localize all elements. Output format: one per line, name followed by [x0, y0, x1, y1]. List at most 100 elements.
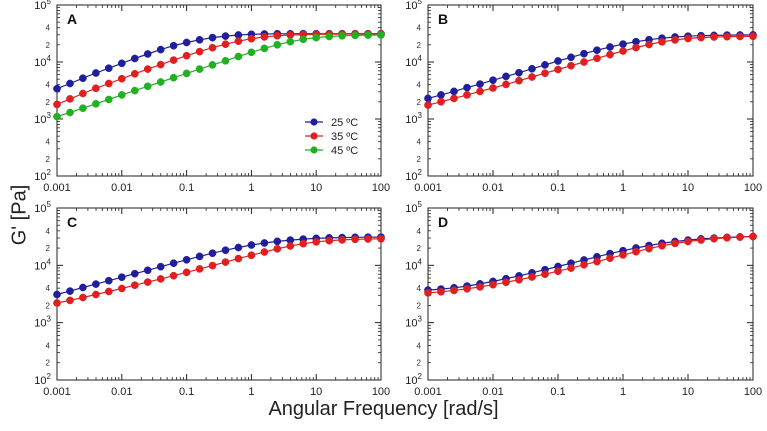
panel-a-series-2-point: [195, 65, 204, 73]
panel-c-series-0-point: [104, 276, 113, 285]
panel-c-series-0-point: [130, 269, 139, 278]
panel-b-series-1-point: [554, 65, 562, 74]
panel-a-legend-label: 45 ºC: [331, 145, 358, 157]
panel-a-series-0-point: [156, 45, 165, 54]
panel-b-series-1-point: [658, 38, 666, 46]
panel-c-series-0-point: [260, 239, 269, 247]
panel-a-y-tick-label: 103: [34, 111, 51, 126]
y-axis-label: G' [Pa]: [8, 184, 31, 246]
panel-c-series-0-point: [169, 259, 178, 268]
panel-c-series-1-point: [377, 234, 385, 243]
panel-b-x-tick-label: 100: [744, 182, 762, 194]
panel-d-series-1-point: [658, 241, 666, 250]
panel-c-series-0-point: [234, 243, 243, 252]
panel-a-legend-label: 25 ºC: [331, 117, 358, 129]
panel-d-series-1-point: [580, 260, 588, 269]
panel-a-y-tick-label: 102: [34, 168, 51, 183]
panel-b-series-0-point: [554, 57, 562, 65]
panel-a-series-2-point: [104, 95, 113, 104]
panel-a-series-1-point: [92, 84, 100, 93]
panel-d-x-tick-label: 10: [682, 386, 694, 398]
panel-c-series-1-point: [104, 287, 113, 296]
panel-a-series-2-point: [299, 35, 308, 44]
panel-c-series-1-point: [66, 296, 74, 305]
panel-d-series-1-point: [723, 233, 731, 242]
panel-d-series-1-point: [632, 247, 640, 256]
panel-c-series-1-point: [143, 278, 152, 286]
panel-d-series-1-point: [671, 239, 679, 248]
panel-c-y-minor-label: 4: [46, 284, 51, 293]
panel-b-series-1-point: [463, 91, 471, 99]
panel-a-legend-marker: [310, 146, 318, 154]
panel-a-x-tick-label: 0.1: [179, 182, 194, 194]
panel-a-series-0-point: [143, 50, 152, 58]
panel-b-series-1-point: [645, 40, 653, 49]
panel-c-series-0-point: [195, 252, 204, 261]
panel-b-series-0-line: [427, 34, 754, 99]
panel-a-y-tick-label: 104: [34, 54, 51, 69]
panel-b-series-0-point: [463, 83, 471, 92]
panel-a-series-1-point: [104, 79, 113, 88]
panel-b-series-0-point: [424, 94, 432, 103]
panel-a-series-2-point: [377, 31, 385, 39]
panel-c-y-tick-label: 104: [34, 257, 51, 272]
panel-a-series-1-point: [234, 37, 243, 46]
panel-d-series-1-point: [606, 254, 614, 263]
panel-a-series-0-point: [66, 79, 74, 88]
panel-d-series-1-point: [502, 278, 510, 287]
panel-d-y-tick-label: 102: [405, 372, 422, 387]
panel-d-y-minor-label: 4: [417, 227, 422, 236]
panel-d-series-1-point: [593, 257, 601, 266]
panel-b-x-tick-label: 0.1: [550, 182, 565, 194]
panel-a-series-1-point: [221, 40, 230, 49]
panel-c-y-minor-label: 4: [46, 227, 51, 236]
panel-d-series-1-point: [645, 244, 653, 253]
panel-d-x-tick-label: 0.001: [414, 386, 442, 398]
panel-b-series-0-point: [476, 80, 484, 88]
panel-c-series-1-point: [169, 271, 178, 280]
panel-b-y-minor-label: 4: [417, 24, 422, 33]
panel-a-y-minor-label: 4: [46, 24, 51, 33]
panel-c-frame: [56, 207, 382, 381]
panel-c-x-tick-label: 100: [372, 386, 390, 398]
panel-c-series-1-point: [299, 239, 308, 248]
panel-c-series-0-point: [247, 241, 256, 249]
panel-a-series-2-point: [286, 37, 295, 46]
panel-a-series-2-point: [92, 99, 100, 108]
panel-a-series-0-point: [53, 84, 61, 93]
panel-d-x-tick-label: 1: [620, 386, 626, 398]
panel-b-series-1-point: [619, 47, 627, 55]
panel-b-series-1-point: [697, 33, 705, 42]
panel-a-series-2-point: [273, 40, 282, 49]
panel-b-series-1-point: [593, 54, 601, 63]
panel-a-series-0-point: [130, 54, 139, 63]
panel-d-x-tick-label: 0.1: [550, 386, 565, 398]
panel-a-series-2-point: [79, 104, 87, 113]
panel-a-series-1-point: [79, 89, 87, 98]
panel-b-series-1-point: [424, 101, 432, 109]
panel-d-series-1-point: [450, 286, 458, 295]
panel-a-series-2-point: [260, 44, 269, 53]
panel-c-series-1-point: [208, 261, 217, 270]
panel-c-y-tick-label: 103: [34, 315, 51, 330]
panel-c-y-minor-label: 4: [46, 341, 51, 350]
panel-b-series-1-point: [632, 43, 640, 52]
panel-d-series-1-point: [541, 270, 549, 279]
panel-d-letter: D: [438, 214, 448, 230]
panel-a-legend-marker: [310, 118, 318, 126]
panel-d-series-1-point: [736, 233, 744, 241]
panel-d-series-1-point: [619, 251, 627, 259]
panel-a-series-0-point: [92, 69, 100, 77]
panel-a-series-2-point: [66, 108, 74, 117]
panel-d-y-minor-label: 2: [417, 359, 422, 368]
panel-b-series-0-point: [489, 76, 497, 85]
panel-a-y-tick-label: 105: [34, 0, 51, 12]
panel-b-y-minor-label: 4: [417, 138, 422, 147]
panel-b-series-0-point: [567, 53, 575, 62]
panel-b-series-0-point: [502, 72, 510, 81]
panel-c-series-1-point: [79, 293, 87, 302]
panel-c-series-1-point: [53, 299, 61, 307]
panel-c-series-1-point: [221, 258, 230, 266]
panel-a-series-1-point: [273, 31, 282, 40]
panel-b-series-1-point: [567, 61, 575, 70]
